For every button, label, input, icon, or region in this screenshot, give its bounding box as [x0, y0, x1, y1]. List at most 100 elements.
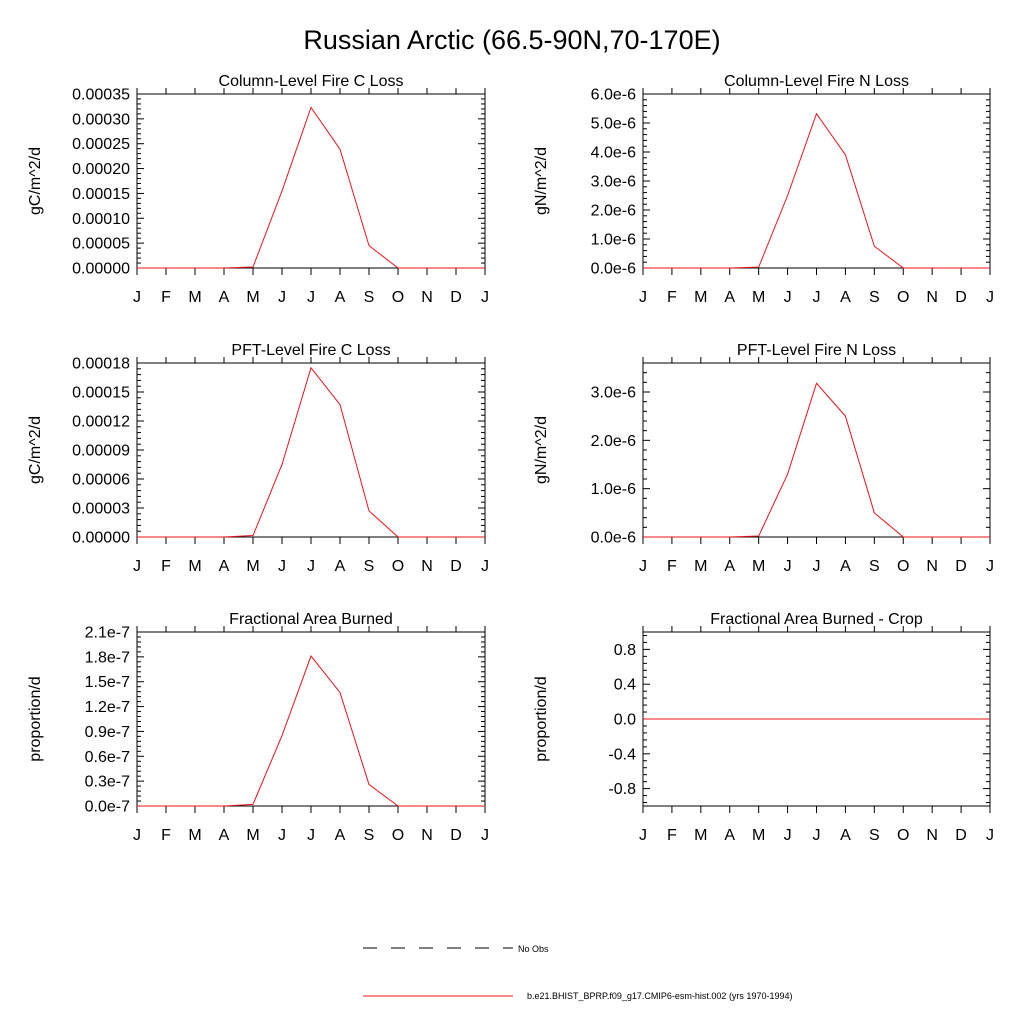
x-tick-label: J: [639, 558, 647, 575]
y-axis-label: gN/m^2/d: [533, 147, 550, 215]
y-tick-label: 1.2e-7: [85, 699, 130, 716]
series-line: [643, 112, 990, 269]
x-tick-label: J: [307, 558, 315, 575]
y-tick-label: 1.5e-7: [85, 674, 130, 691]
panel-title: Column-Level Fire N Loss: [724, 73, 909, 90]
x-tick-label: A: [335, 289, 346, 306]
x-tick-label: O: [897, 558, 909, 575]
x-tick-label: F: [161, 289, 171, 306]
x-tick-label: D: [955, 827, 967, 844]
x-tick-label: J: [278, 289, 286, 306]
series-line: [137, 106, 485, 269]
y-tick-label: 4.0e-6: [591, 145, 636, 162]
x-tick-label: O: [897, 827, 909, 844]
y-tick-label: 6.0e-6: [591, 87, 636, 104]
y-axis-label: gC/m^2/d: [27, 147, 44, 215]
y-tick-label: 2.0e-6: [591, 433, 636, 450]
y-tick-label: 0.6e-7: [85, 749, 130, 766]
x-tick-label: A: [219, 827, 230, 844]
y-tick-label: 0.00003: [72, 501, 130, 518]
y-tick-label: 0.00020: [72, 161, 130, 178]
x-tick-label: M: [246, 827, 259, 844]
x-tick-label: J: [639, 827, 647, 844]
panel-4: PFT-Level Fire N Loss gN/m^2/d 0.0e-6 1.0e-…: [533, 342, 994, 575]
plot-frame: [136, 362, 486, 538]
x-tick-label: D: [955, 289, 967, 306]
x-tick-label: D: [450, 558, 462, 575]
x-tick-label: J: [481, 558, 489, 575]
x-tick-label: M: [246, 558, 259, 575]
x-tick-label: A: [724, 289, 735, 306]
x-tick-label: M: [188, 289, 201, 306]
x-tick-label: A: [840, 827, 851, 844]
x-tick-label: A: [840, 558, 851, 575]
x-tick-label: F: [161, 827, 171, 844]
y-tick-label: 1.8e-7: [85, 649, 130, 666]
y-tick-label: 0.0e-6: [591, 261, 636, 278]
x-tick-label: J: [813, 827, 821, 844]
x-tick-label: J: [986, 827, 994, 844]
y-tick-label: 0.0e-6: [591, 530, 636, 547]
x-tick-label: D: [450, 289, 462, 306]
y-tick-label: 0.00000: [72, 530, 130, 547]
x-tick-label: F: [161, 558, 171, 575]
y-tick-label: 1.0e-6: [591, 481, 636, 498]
x-tick-label: M: [188, 827, 201, 844]
x-tick-label: S: [869, 827, 880, 844]
y-tick-label: 0.00012: [72, 414, 130, 431]
x-tick-label: M: [752, 558, 765, 575]
x-tick-label: N: [421, 289, 433, 306]
x-tick-label: J: [986, 289, 994, 306]
x-tick-label: J: [986, 558, 994, 575]
y-tick-label: 3.0e-6: [591, 385, 636, 402]
x-tick-label: A: [335, 558, 346, 575]
y-axis-label: proportion/d: [27, 676, 44, 761]
y-tick-label: 2.0e-6: [591, 203, 636, 220]
y-tick-label: 2.1e-7: [85, 625, 130, 642]
x-tick-label: J: [784, 289, 792, 306]
x-tick-label: N: [421, 827, 433, 844]
series-line: [643, 382, 990, 538]
panels: Column-Level Fire C Loss gC/m^2/d 0.00000 0…: [27, 73, 994, 844]
x-tick-label: S: [364, 827, 375, 844]
y-axis-label: proportion/d: [533, 676, 550, 761]
x-tick-label: D: [450, 827, 462, 844]
panel-title: Column-Level Fire C Loss: [219, 73, 404, 90]
x-tick-label: J: [307, 827, 315, 844]
y-axis-label: gN/m^2/d: [533, 416, 550, 484]
plot-frame: [642, 362, 991, 538]
y-tick-label: 0.8: [614, 642, 636, 659]
y-tick-label: 0.9e-7: [85, 724, 130, 741]
x-tick-label: J: [481, 289, 489, 306]
figure-title: Russian Arctic (66.5-90N,70-170E): [303, 25, 720, 55]
x-tick-label: N: [421, 558, 433, 575]
y-tick-label: 1.0e-6: [591, 232, 636, 249]
x-tick-label: J: [813, 558, 821, 575]
panel-title: Fractional Area Burned - Crop: [710, 611, 923, 628]
x-tick-label: J: [133, 827, 141, 844]
plot-frame: [136, 631, 486, 807]
y-tick-label: 0.00015: [72, 186, 130, 203]
plot-frame: [642, 93, 991, 269]
legend-model-label: b.e21.BHIST_BPRP.f09_g17.CMIP6-esm-hist.…: [527, 991, 792, 1001]
y-tick-label: 0.00009: [72, 443, 130, 460]
x-tick-label: J: [133, 289, 141, 306]
x-tick-label: J: [278, 558, 286, 575]
legend: No Obs b.e21.BHIST_BPRP.f09_g17.CMIP6-es…: [363, 944, 792, 1001]
x-tick-label: O: [392, 827, 404, 844]
x-tick-label: A: [724, 558, 735, 575]
panel-3: PFT-Level Fire C Loss gC/m^2/d 0.00000 0.00…: [27, 342, 489, 575]
y-tick-label: 0.3e-7: [85, 774, 130, 791]
panel-title: Fractional Area Burned: [229, 611, 393, 628]
y-tick-label: 3.0e-6: [591, 174, 636, 191]
x-tick-label: J: [784, 827, 792, 844]
y-tick-label: -0.4: [608, 746, 636, 763]
panel-2: Column-Level Fire N Loss gN/m^2/d 0.0e-6 1.…: [533, 73, 994, 306]
x-tick-label: M: [752, 827, 765, 844]
x-tick-label: J: [133, 558, 141, 575]
x-tick-label: M: [752, 289, 765, 306]
x-tick-label: S: [364, 289, 375, 306]
x-tick-label: F: [667, 558, 677, 575]
x-tick-label: A: [840, 289, 851, 306]
